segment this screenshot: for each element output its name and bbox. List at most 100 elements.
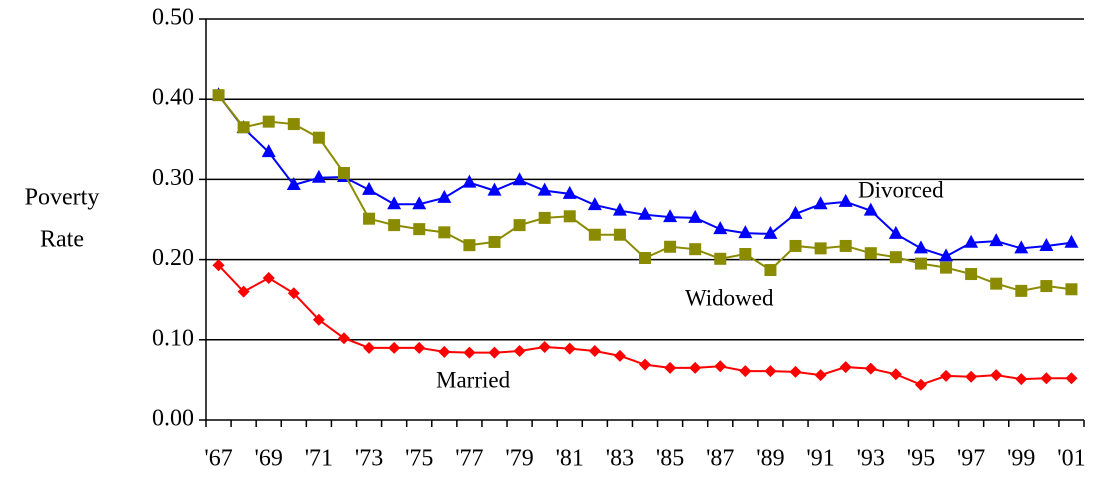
- data-point: [412, 196, 427, 210]
- data-point: [1015, 373, 1028, 386]
- data-point: [388, 219, 401, 232]
- data-point: [965, 268, 978, 281]
- data-point: [913, 240, 928, 254]
- data-point: [914, 378, 927, 391]
- data-point: [563, 210, 576, 223]
- data-point: [990, 277, 1003, 290]
- data-point: [814, 242, 827, 255]
- data-point: [262, 115, 275, 128]
- data-point: [261, 144, 276, 158]
- x-tick-label: '93: [857, 446, 885, 472]
- data-point: [337, 166, 350, 179]
- data-point: [688, 209, 703, 223]
- data-point: [639, 251, 651, 264]
- series-label: Married: [436, 367, 511, 392]
- data-point: [311, 169, 326, 183]
- data-point: [438, 345, 451, 358]
- x-tick-label: '79: [505, 446, 533, 472]
- data-point: [814, 369, 827, 382]
- data-point: [388, 341, 401, 354]
- data-point: [638, 206, 652, 220]
- data-point: [362, 181, 377, 195]
- data-point: [863, 202, 878, 216]
- data-point: [788, 205, 803, 219]
- data-point: [764, 365, 777, 378]
- x-tick-label: '97: [957, 446, 985, 472]
- data-point: [664, 361, 677, 374]
- data-point: [639, 358, 651, 371]
- data-point: [287, 287, 300, 300]
- data-point: [588, 228, 601, 241]
- data-point: [1014, 240, 1029, 254]
- data-point: [889, 251, 902, 264]
- series-label: Widowed: [685, 285, 774, 310]
- data-point: [287, 118, 300, 131]
- data-point: [613, 228, 626, 241]
- data-point: [940, 261, 953, 274]
- x-tick-label: '87: [706, 446, 734, 472]
- data-point: [237, 121, 250, 134]
- data-point: [789, 365, 802, 378]
- data-point: [612, 202, 627, 216]
- data-point: [588, 345, 601, 358]
- y-tick-label: 0.50: [152, 5, 194, 31]
- data-point: [739, 247, 752, 260]
- y-tick-label: 0.40: [152, 85, 194, 111]
- data-point: [487, 182, 502, 196]
- data-point: [488, 346, 501, 359]
- data-point: [1015, 284, 1028, 297]
- data-point: [663, 209, 678, 223]
- y-axis-label: Poverty: [25, 185, 100, 211]
- data-point: [387, 196, 402, 210]
- x-tick-label: '73: [355, 446, 383, 472]
- data-point: [413, 341, 426, 354]
- data-point: [889, 368, 902, 381]
- data-point: [438, 226, 451, 239]
- data-point: [262, 272, 275, 285]
- x-tick-label: '71: [305, 446, 333, 472]
- data-point: [512, 172, 527, 186]
- data-point: [613, 349, 626, 362]
- data-point: [713, 221, 728, 235]
- data-point: [664, 240, 677, 253]
- data-point: [537, 182, 552, 196]
- data-point: [562, 185, 577, 199]
- data-point: [563, 342, 576, 355]
- data-point: [738, 225, 753, 239]
- data-point: [888, 225, 903, 239]
- data-point: [914, 257, 927, 270]
- data-point: [312, 131, 325, 144]
- data-point: [463, 346, 476, 359]
- data-point: [337, 332, 350, 345]
- x-tick-label: '67: [204, 446, 232, 472]
- data-point: [437, 189, 452, 203]
- data-point: [714, 252, 727, 265]
- data-point: [1065, 372, 1078, 385]
- y-tick-label: 0.00: [152, 406, 194, 432]
- y-tick-label: 0.10: [152, 325, 194, 351]
- x-tick-label: '77: [455, 446, 483, 472]
- data-point: [463, 239, 476, 252]
- data-point: [739, 365, 752, 378]
- data-point: [488, 235, 501, 248]
- x-tick-label: '69: [255, 446, 283, 472]
- x-tick-label: '01: [1057, 446, 1085, 472]
- data-point: [538, 211, 551, 224]
- data-point: [363, 212, 376, 225]
- data-point: [864, 247, 877, 260]
- x-tick-label: '83: [606, 446, 634, 472]
- x-tick-label: '91: [806, 446, 834, 472]
- data-point: [212, 89, 225, 102]
- data-point: [1064, 234, 1079, 248]
- data-point: [1040, 280, 1053, 293]
- data-point: [990, 369, 1003, 382]
- x-tick-label: '89: [756, 446, 784, 472]
- x-tick-label: '81: [556, 446, 584, 472]
- data-point: [789, 239, 802, 252]
- data-point: [764, 264, 777, 277]
- data-point: [462, 174, 477, 188]
- data-point: [940, 369, 953, 382]
- x-tick-label: '75: [405, 446, 433, 472]
- data-point: [838, 193, 853, 207]
